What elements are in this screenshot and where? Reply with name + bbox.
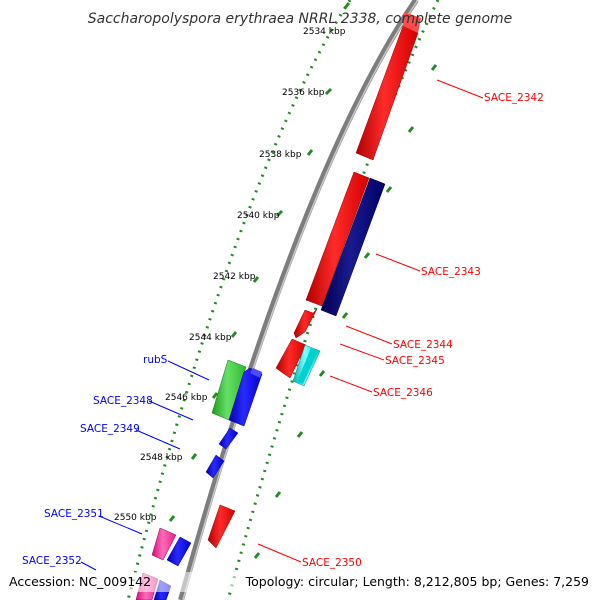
gene-label[interactable]: SACE_2348 — [93, 395, 153, 407]
genome-summary: Topology: circular; Length: 8,212,805 bp… — [245, 574, 589, 589]
gene-label[interactable]: SACE_2344 — [393, 339, 453, 351]
gene-sace-2343-partner[interactable] — [320, 177, 386, 317]
gene-label[interactable]: SACE_2343 — [421, 266, 481, 278]
gene-label[interactable]: SACE_2351 — [44, 508, 104, 520]
tick-label: 2534 kbp — [303, 27, 346, 37]
gene-sace-2351[interactable] — [151, 527, 177, 561]
gene-label[interactable]: SACE_2349 — [80, 423, 140, 435]
gene-sace-2344[interactable] — [293, 308, 318, 339]
gene-label[interactable]: SACE_2346 — [373, 387, 433, 399]
accession-label: Accession: NC_009142 — [9, 574, 151, 589]
tick-label: 2542 kbp — [213, 272, 256, 282]
gene-label[interactable]: SACE_2352 — [22, 555, 82, 567]
leader-lines-left — [80, 360, 210, 571]
gene-label[interactable]: SACE_2345 — [385, 355, 445, 367]
gene-sace-2351b[interactable] — [166, 536, 192, 567]
tick-labels: 2534 kbp 2536 kbp 2538 kbp 2540 kbp 2542… — [114, 27, 346, 523]
gene-label[interactable]: rubS — [143, 354, 168, 366]
tick-label: 2548 kbp — [140, 453, 183, 463]
gene-label[interactable]: SACE_2342 — [484, 92, 544, 104]
gene-sace-2345[interactable] — [275, 338, 307, 379]
gene-labels-left: rubS SACE_2348 SACE_2349 SACE_2351 SACE_… — [22, 354, 168, 567]
tick-label: 2540 kbp — [237, 211, 280, 221]
leader-lines-right — [257, 79, 484, 563]
gene-label[interactable]: SACE_2350 — [302, 557, 362, 569]
tick-label: 2546 kbp — [165, 393, 208, 403]
tick-marks-right — [253, 64, 438, 559]
gene-sace-2349b[interactable] — [205, 454, 225, 479]
gene-sace-2349[interactable] — [218, 427, 239, 450]
gene-labels-right: SACE_2342 SACE_2343 SACE_2344 SACE_2345 … — [302, 92, 544, 569]
gene-sace-2343[interactable] — [305, 171, 370, 307]
map-title: Saccharopolyspora erythraea NRRL 2338, c… — [88, 11, 513, 27]
genome-backbone — [178, 0, 419, 600]
tick-marks-left — [168, 2, 351, 522]
tick-label: 2544 kbp — [189, 333, 232, 343]
gene-sace-2350[interactable] — [207, 504, 236, 549]
tick-label: 2538 kbp — [259, 150, 302, 160]
tick-track-right — [226, 0, 440, 600]
tick-label: 2550 kbp — [114, 513, 157, 523]
tick-label: 2536 kbp — [282, 88, 325, 98]
